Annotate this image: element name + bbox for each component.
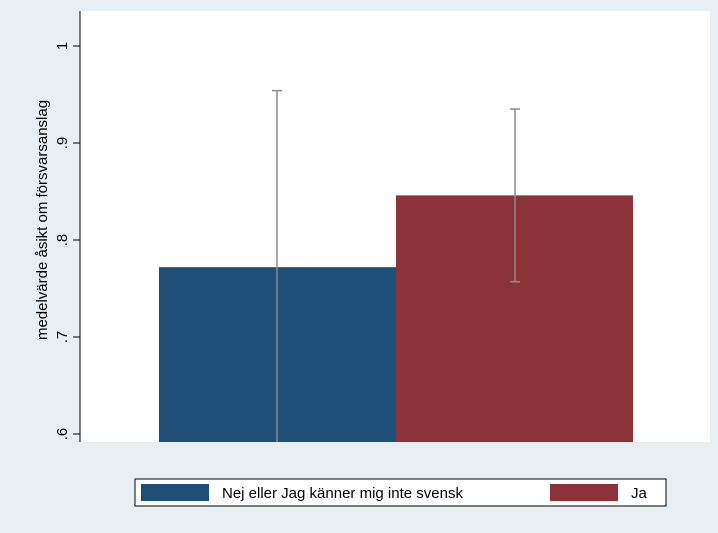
legend-label-ja: Ja xyxy=(631,485,648,502)
y-tick-label: .7 xyxy=(54,331,71,344)
legend-swatch-nej xyxy=(141,484,209,501)
legend-label-nej: Nej eller Jag känner mig inte svensk xyxy=(222,485,463,502)
y-tick-label: 1 xyxy=(54,42,71,50)
y-tick-label: .8 xyxy=(54,234,71,247)
y-axis-ticks: .6 .7 .8 .9 1 xyxy=(54,42,80,440)
y-tick-label: .9 xyxy=(54,137,71,150)
legend: Nej eller Jag känner mig inte svensk Ja xyxy=(134,478,667,507)
legend-swatch-ja xyxy=(550,484,618,501)
y-axis-label: medelvärde åsikt om försvarsanslag xyxy=(34,100,51,340)
error-bars xyxy=(272,89,520,442)
y-tick-label: .6 xyxy=(54,428,71,441)
